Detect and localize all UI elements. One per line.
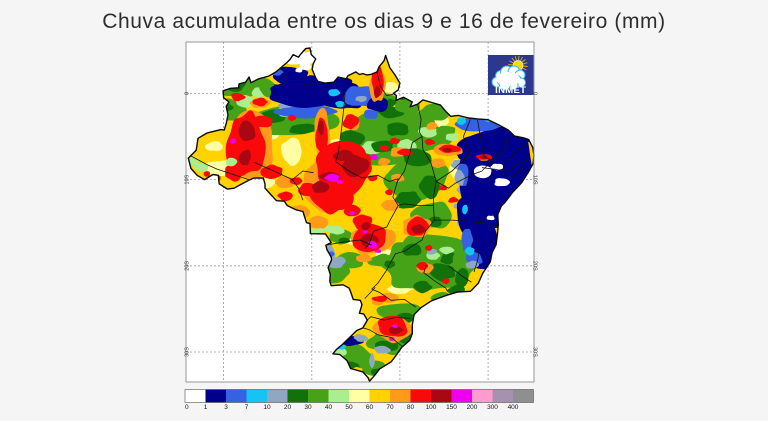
svg-text:0: 0 xyxy=(532,92,538,95)
svg-text:300: 300 xyxy=(487,404,498,411)
svg-text:10: 10 xyxy=(263,404,271,411)
svg-text:30: 30 xyxy=(304,404,312,411)
svg-text:30S: 30S xyxy=(185,347,191,357)
svg-text:10S: 10S xyxy=(185,174,191,184)
svg-text:150: 150 xyxy=(446,404,457,411)
svg-text:100: 100 xyxy=(426,404,437,411)
svg-text:80: 80 xyxy=(407,404,415,411)
svg-text:7: 7 xyxy=(245,404,249,411)
svg-text:70: 70 xyxy=(386,404,394,411)
svg-text:0: 0 xyxy=(185,92,191,95)
svg-text:0: 0 xyxy=(185,404,189,411)
svg-text:20S: 20S xyxy=(532,261,538,271)
svg-text:50: 50 xyxy=(345,404,353,411)
svg-text:10S: 10S xyxy=(532,175,538,185)
svg-text:INMET: INMET xyxy=(495,85,526,96)
svg-text:30S: 30S xyxy=(532,347,538,357)
svg-text:400: 400 xyxy=(508,404,519,411)
svg-text:40: 40 xyxy=(325,404,333,411)
svg-text:3: 3 xyxy=(224,404,228,411)
svg-text:200: 200 xyxy=(467,404,478,411)
svg-text:20: 20 xyxy=(284,404,292,411)
svg-text:1: 1 xyxy=(204,404,208,411)
svg-text:60: 60 xyxy=(366,404,374,411)
svg-text:20S: 20S xyxy=(185,261,191,271)
